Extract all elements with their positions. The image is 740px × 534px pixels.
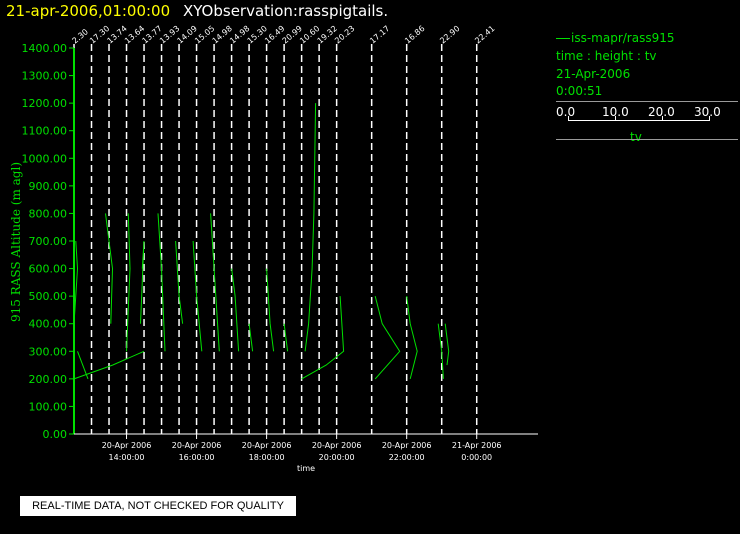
legend-scale-axis	[568, 120, 710, 121]
legend-series: iss-mapr/rass915	[556, 30, 675, 46]
x-axis: 20-Apr 2006 14:00:00 20-Apr 2006 16:00:00 20…	[74, 433, 538, 462]
legend-vars: time : height : tv	[556, 49, 657, 63]
temperature-traces	[73, 103, 450, 380]
x-tick-time-label: 18:00:00	[249, 453, 285, 462]
x-tick-time-label: 14:00:00	[109, 453, 145, 462]
temperature-trace	[192, 240, 203, 352]
legend-scale-tick-0: 0.0	[556, 105, 576, 119]
title-timestamp: 21-apr-2006,01:00:00	[6, 2, 171, 20]
legend-scale-label: tv	[630, 130, 642, 144]
legend-scale-mark	[568, 116, 569, 120]
y-tick-label: 100.00	[29, 400, 68, 413]
x-tick-time-label: 20:00:00	[319, 453, 355, 462]
temperature-trace	[105, 213, 114, 324]
x-tick-date-label: 21-Apr 2006	[452, 441, 502, 450]
y-axis: 0.00 100.00 200.00 300.00 400.00 500.00 600.00…	[22, 42, 75, 441]
legend-time: 0:00:51	[556, 84, 603, 98]
y-tick-label: 900.00	[29, 180, 68, 193]
x-tick-time-label: 0:00:00	[461, 453, 492, 462]
legend-scale-mark	[709, 116, 710, 120]
profile-value-label: 22.41	[473, 24, 496, 46]
x-tick-date-label: 20-Apr 2006	[382, 441, 432, 450]
temperature-trace	[374, 295, 401, 380]
y-tick-label: 1200.00	[22, 97, 68, 110]
y-tick-label: 400.00	[29, 318, 68, 331]
temperature-trace	[437, 323, 444, 379]
legend-scale-tick-1: 10.0	[602, 105, 629, 119]
profile-value-label: 22.90	[438, 24, 461, 46]
y-tick-label: 700.00	[29, 235, 68, 248]
quality-notice: REAL-TIME DATA, NOT CHECKED FOR QUALITY	[20, 496, 296, 516]
temperature-trace	[266, 268, 275, 352]
x-tick-date-label: 20-Apr 2006	[312, 441, 362, 450]
legend-series-label: iss-mapr/rass915	[571, 31, 675, 45]
temperature-trace	[301, 296, 345, 380]
profile-time-lines	[73, 44, 478, 434]
profile-value-labels: 2.3017.3013.7413.6413.7713.9314.0915.051…	[71, 24, 497, 46]
legend-panel: iss-mapr/rass915 time : height : tv 21-A…	[556, 28, 740, 144]
y-tick-label: 0.00	[43, 428, 68, 441]
title-observation: XYObservation:rasspigtails.	[182, 2, 389, 20]
temperature-trace	[175, 240, 184, 324]
y-tick-label: 500.00	[29, 290, 68, 303]
profile-value-label: 16.86	[403, 24, 426, 46]
temperature-trace	[283, 323, 289, 352]
temperature-trace	[73, 350, 145, 380]
x-tick-time-label: 16:00:00	[179, 453, 215, 462]
temperature-trace	[304, 103, 317, 352]
chart-title: 21-apr-2006,01:00:00 XYObservation:rassp…	[6, 2, 388, 20]
profile-value-label: 2.30	[71, 27, 90, 45]
profile-value-label: 17.17	[368, 24, 391, 46]
y-tick-label: 1400.00	[22, 42, 68, 55]
temperature-trace	[140, 240, 145, 324]
temperature-trace	[444, 323, 450, 366]
y-tick-label: 600.00	[29, 263, 68, 276]
temperature-trace	[231, 268, 240, 352]
profile-value-label: 20.23	[333, 24, 356, 46]
y-tick-label: 200.00	[29, 373, 68, 386]
legend-separator	[556, 101, 738, 102]
y-tick-label: 1100.00	[22, 125, 68, 138]
legend-scale-tick-2: 20.0	[648, 105, 675, 119]
temperature-trace	[248, 323, 254, 352]
x-tick-date-label: 20-Apr 2006	[102, 441, 152, 450]
y-tick-label: 1300.00	[22, 70, 68, 83]
legend-scale-tick-3: 30.0	[694, 105, 721, 119]
temperature-trace	[157, 213, 166, 352]
temperature-trace	[210, 213, 220, 352]
temperature-trace	[126, 213, 131, 352]
x-tick-date-label: 20-Apr 2006	[242, 441, 292, 450]
x-axis-label: time	[297, 464, 315, 473]
temperature-trace	[406, 296, 418, 380]
legend-date: 21-Apr-2006	[556, 67, 631, 81]
y-tick-label: 300.00	[29, 345, 68, 358]
y-axis-label: 915 RASS Altitude (m agl)	[9, 162, 23, 322]
y-tick-label: 800.00	[29, 207, 68, 220]
legend-separator	[556, 139, 738, 140]
legend-scale-mark	[615, 116, 616, 120]
x-tick-time-label: 22:00:00	[389, 453, 425, 462]
y-tick-label: 1000.00	[22, 152, 68, 165]
legend-line-swatch	[556, 38, 570, 39]
x-tick-date-label: 20-Apr 2006	[172, 441, 222, 450]
legend-scale-mark	[662, 116, 663, 120]
